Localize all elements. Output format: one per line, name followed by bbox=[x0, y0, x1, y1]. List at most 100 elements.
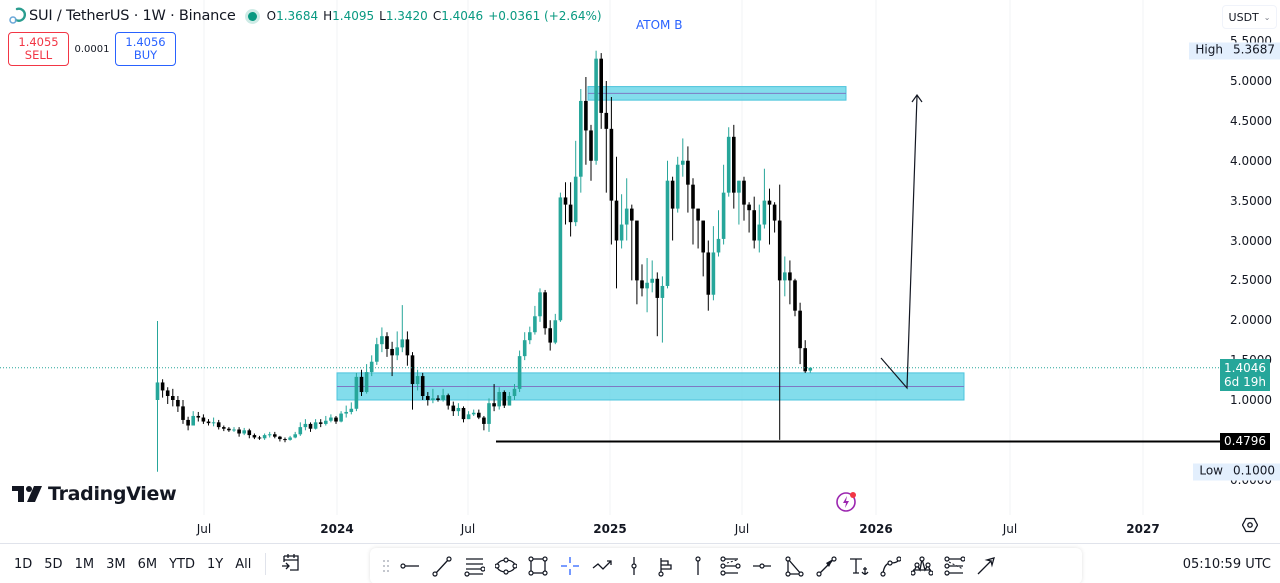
candle bbox=[242, 427, 246, 436]
ohlc-close: C1.4046 bbox=[433, 9, 483, 23]
time-tick: 2025 bbox=[593, 522, 627, 536]
candle bbox=[686, 146, 690, 213]
chart-pane[interactable]: SUI / TetherUS · 1W · Binance O1.3684 H1… bbox=[0, 0, 1220, 515]
candle bbox=[533, 305, 537, 335]
candle bbox=[426, 392, 430, 406]
range-6m[interactable]: 6M bbox=[137, 556, 158, 572]
candle bbox=[803, 340, 807, 373]
chart-settings-button[interactable] bbox=[1241, 517, 1259, 537]
candle bbox=[349, 402, 354, 415]
range-all[interactable]: All bbox=[235, 556, 252, 572]
candle bbox=[716, 210, 721, 257]
range-ytd[interactable]: YTD bbox=[169, 556, 195, 572]
range-1y[interactable]: 1Y bbox=[206, 556, 224, 572]
tool-head-shoulders[interactable] bbox=[906, 550, 938, 582]
candle bbox=[431, 388, 435, 404]
text-annotation[interactable]: ATOM B bbox=[636, 18, 683, 32]
news-flash-button[interactable] bbox=[835, 490, 859, 515]
candle bbox=[614, 156, 619, 289]
range-1m[interactable]: 1M bbox=[74, 556, 95, 572]
price-tick: 3.5000 bbox=[1230, 193, 1272, 208]
tradingview-logo[interactable]: TradingView bbox=[12, 483, 177, 505]
buy-label: BUY bbox=[133, 48, 158, 62]
candle bbox=[635, 220, 639, 305]
candle bbox=[380, 327, 384, 353]
candle bbox=[329, 414, 333, 423]
open-value: 1.3684 bbox=[276, 9, 319, 23]
price-label-icon bbox=[695, 556, 701, 575]
tool-arrow-marker[interactable] bbox=[970, 550, 1002, 582]
bar-countdown: 6d 19h bbox=[1224, 375, 1266, 389]
candle bbox=[762, 168, 767, 229]
candle bbox=[181, 400, 185, 424]
range-3m[interactable]: 3M bbox=[106, 556, 126, 572]
candle bbox=[528, 326, 532, 345]
candle bbox=[487, 398, 491, 432]
sell-button[interactable]: 1.4055 SELL bbox=[8, 32, 69, 66]
tool-ellipse[interactable] bbox=[490, 550, 522, 582]
time-tick: Jul bbox=[734, 522, 750, 536]
drawing-toolbar bbox=[370, 548, 1082, 583]
sui-logo-icon bbox=[9, 7, 26, 24]
divider bbox=[265, 553, 267, 575]
drag-handle[interactable] bbox=[378, 550, 394, 582]
price-change: +0.0361 (+2.64%) bbox=[488, 9, 602, 23]
candle bbox=[568, 182, 573, 237]
currency-selector[interactable]: USDT ⌄ bbox=[1222, 5, 1277, 29]
candle bbox=[660, 276, 665, 343]
candle bbox=[298, 422, 303, 436]
candle bbox=[390, 341, 394, 377]
candle bbox=[278, 435, 282, 442]
tradingview-logo-text: TradingView bbox=[48, 483, 177, 505]
candle bbox=[293, 431, 297, 439]
candle bbox=[201, 414, 206, 424]
candle bbox=[247, 428, 252, 439]
last-price-label: 1.4046 6d 19h bbox=[1220, 359, 1270, 391]
price-axis[interactable]: USDT ⌄ 5.5000 5.0000 4.5000 4.0000 3.5000 3.0… bbox=[1189, 0, 1280, 533]
tool-horizontal-ray[interactable] bbox=[394, 550, 426, 582]
candle bbox=[252, 433, 257, 440]
tool-fib-channel[interactable] bbox=[938, 550, 970, 582]
candle bbox=[420, 372, 425, 400]
tool-horizontal-line[interactable] bbox=[746, 550, 778, 582]
price-tick: 4.0000 bbox=[1230, 153, 1272, 168]
candle bbox=[573, 140, 578, 227]
tool-vertical-line[interactable] bbox=[618, 550, 650, 582]
range-5d[interactable]: 5D bbox=[44, 556, 63, 572]
time-tick: Jul bbox=[196, 522, 212, 536]
tool-parallel-channel[interactable] bbox=[458, 550, 490, 582]
market-status-icon[interactable] bbox=[247, 11, 257, 21]
tool-arrow[interactable] bbox=[810, 550, 842, 582]
candlestick-chart[interactable] bbox=[0, 0, 1220, 515]
tool-triangle[interactable] bbox=[778, 550, 810, 582]
low-label: L bbox=[379, 9, 386, 23]
tool-fib-retracement[interactable] bbox=[714, 550, 746, 582]
candle bbox=[405, 331, 410, 366]
candle bbox=[808, 367, 813, 373]
candle bbox=[584, 77, 588, 165]
candle bbox=[624, 178, 629, 241]
candle bbox=[354, 372, 359, 412]
candle bbox=[492, 384, 496, 412]
candle bbox=[415, 369, 420, 391]
utc-clock[interactable]: 05:10:59 UTC bbox=[1182, 556, 1271, 572]
candle bbox=[558, 192, 563, 322]
tool-long-position[interactable] bbox=[650, 550, 682, 582]
tradingview-logo-icon bbox=[12, 486, 42, 502]
buy-button[interactable]: 1.4056 BUY bbox=[115, 32, 176, 66]
tool-path[interactable] bbox=[586, 550, 618, 582]
time-axis[interactable]: Jul 2024 Jul 2025 Jul 2026 Jul 2027 bbox=[0, 515, 1220, 543]
tool-trend-line[interactable] bbox=[426, 550, 458, 582]
tool-price-label[interactable] bbox=[682, 550, 714, 582]
tool-crosshair[interactable] bbox=[554, 550, 586, 582]
range-1d[interactable]: 1D bbox=[14, 556, 33, 572]
candle bbox=[339, 411, 343, 423]
tool-curve[interactable] bbox=[874, 550, 906, 582]
tool-anchored-text[interactable] bbox=[842, 550, 874, 582]
tool-rectangle[interactable] bbox=[522, 550, 554, 582]
arrow-marker-icon bbox=[977, 557, 995, 575]
go-to-date-button[interactable] bbox=[274, 552, 308, 576]
projection-arrow[interactable] bbox=[880, 95, 918, 390]
symbol-title[interactable]: SUI / TetherUS · 1W · Binance bbox=[29, 8, 236, 24]
candle bbox=[553, 313, 558, 345]
